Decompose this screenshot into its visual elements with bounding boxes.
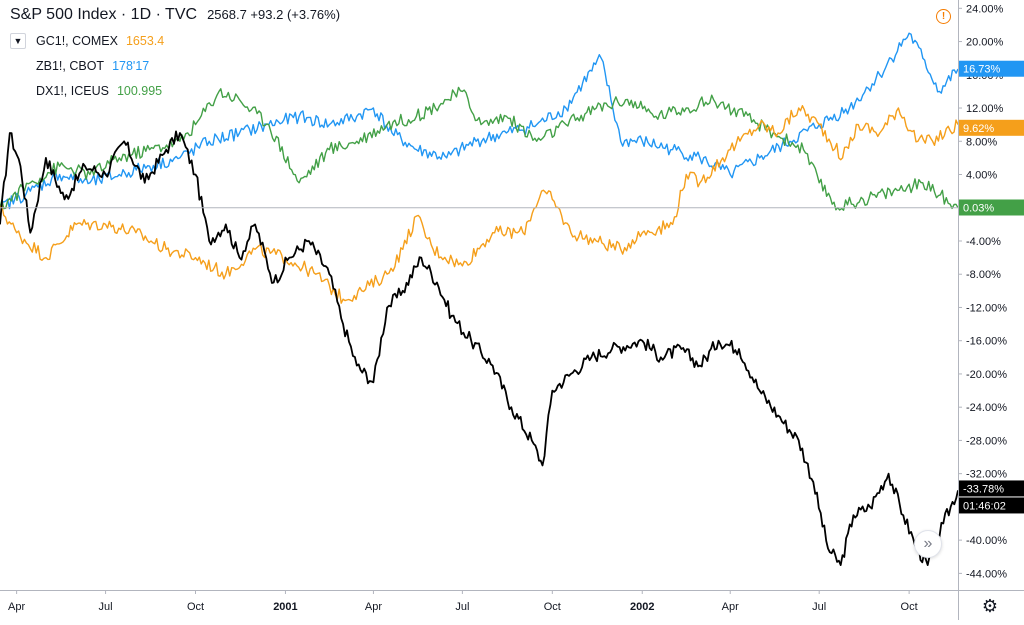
- y-tick-label: 20.00%: [966, 37, 1004, 49]
- legend-symbol-value: 100.995: [116, 83, 163, 98]
- alert-circle-icon[interactable]: !: [936, 9, 951, 24]
- y-tick-label: -28.00%: [966, 435, 1007, 447]
- last-value-label-bg: [959, 60, 1024, 77]
- legend-symbol-value: 178'17: [112, 58, 150, 73]
- last-value-label-bg: [959, 199, 1024, 216]
- y-tick-label: -44.00%: [966, 568, 1007, 580]
- last-value-label-bg: [959, 480, 1024, 497]
- x-tick-label: Jul: [99, 601, 113, 613]
- double-chevron-right-icon[interactable]: »: [914, 530, 942, 558]
- gear-icon[interactable]: ⚙: [981, 596, 999, 616]
- x-tick-label: Apr: [365, 601, 382, 613]
- y-tick-label: -8.00%: [966, 269, 1001, 281]
- legend-symbol-name: DX1!, ICEUS: [36, 83, 109, 98]
- legend-row-dx[interactable]: DX1!, ICEUS 100.995: [10, 78, 164, 103]
- y-tick-label: -4.00%: [966, 236, 1001, 248]
- y-tick-label: 4.00%: [966, 170, 997, 182]
- main-symbol-values: 2568.7 +93.2 (+3.76%): [207, 7, 341, 22]
- x-tick-label: Jul: [812, 601, 826, 613]
- legend-row-zb[interactable]: ZB1!, CBOT 178'17: [10, 53, 164, 78]
- series-line: [0, 86, 959, 211]
- last-value-label: 16.73%: [963, 64, 1001, 76]
- countdown-label-bg: [959, 497, 1024, 514]
- countdown-label: 01:46:02: [963, 500, 1006, 512]
- y-tick-label: -24.00%: [966, 402, 1007, 414]
- y-tick-label: 8.00%: [966, 136, 997, 148]
- x-tick-label: Apr: [8, 601, 25, 613]
- legend-symbol-name: ZB1!, CBOT: [36, 58, 105, 73]
- y-tick-label: 12.00%: [966, 103, 1004, 115]
- last-value-label: 9.62%: [963, 123, 994, 135]
- legend-symbol-name: GC1!, COMEX: [36, 33, 118, 48]
- x-tick-label: 2002: [630, 601, 654, 613]
- x-tick-label: Apr: [722, 601, 739, 613]
- series-line: [0, 105, 959, 304]
- chevron-down-icon[interactable]: ▼: [10, 32, 26, 49]
- series-line: [0, 32, 959, 210]
- legend-row-gc[interactable]: ▼ GC1!, COMEX 1653.4: [10, 28, 164, 53]
- last-value-label: -33.78%: [963, 483, 1004, 495]
- x-tick-label: 2001: [273, 601, 297, 613]
- y-tick-label: 24.00%: [966, 3, 1004, 15]
- x-tick-label: Oct: [901, 601, 918, 613]
- legend-symbol-value: 1653.4: [125, 33, 165, 48]
- series-lines: [0, 32, 959, 566]
- x-tick-label: Oct: [544, 601, 561, 613]
- legend: ▼ GC1!, COMEX 1653.4 ZB1!, CBOT 178'17 D…: [10, 28, 164, 103]
- chart-header: S&P 500 Index · 1D · TVC 2568.7 +93.2 (+…: [10, 6, 340, 24]
- price-labels: -33.78% 01:46:02 9.62% 16.73% 0.03%: [959, 60, 1024, 514]
- x-tick-label: Oct: [187, 601, 204, 613]
- last-value-label-bg: [959, 119, 1024, 136]
- series-line: [0, 130, 959, 566]
- last-value-label: 0.03%: [963, 202, 994, 214]
- y-tick-label: -16.00%: [966, 336, 1007, 348]
- y-tick-label: -32.00%: [966, 469, 1007, 481]
- y-tick-label: -40.00%: [966, 535, 1007, 547]
- y-tick-label: -20.00%: [966, 369, 1007, 381]
- y-tick-label: -12.00%: [966, 302, 1007, 314]
- x-tick-label: Jul: [455, 601, 469, 613]
- main-symbol-title[interactable]: S&P 500 Index · 1D · TVC: [10, 6, 198, 23]
